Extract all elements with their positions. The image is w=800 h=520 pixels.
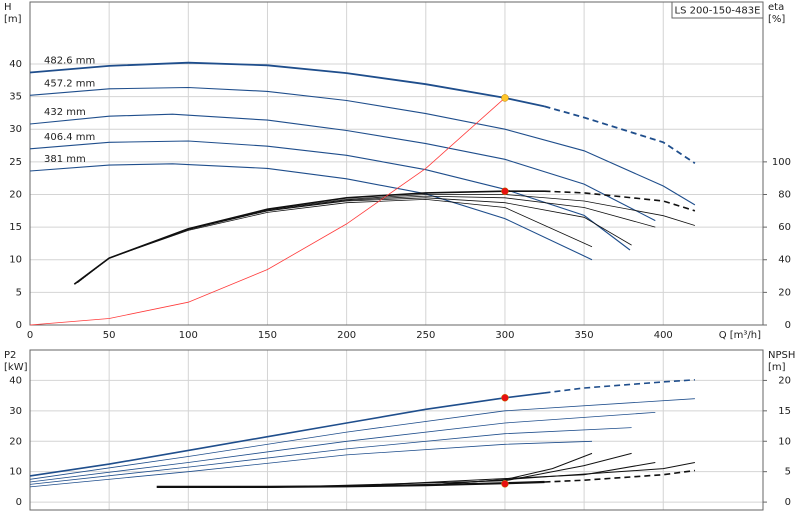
x-tick-label: 50 — [103, 330, 116, 341]
x-tick-label: 350 — [575, 330, 594, 341]
curve — [29, 140, 631, 251]
y-tick-label: 30 — [9, 406, 22, 417]
y2-axis-label: [m] — [768, 362, 786, 373]
operating-point — [501, 394, 509, 402]
y2-tick-label: 20 — [778, 375, 791, 386]
operating-point — [501, 480, 509, 488]
curve-label: 432 mm — [44, 107, 86, 118]
curve — [29, 440, 593, 488]
curve — [29, 61, 545, 108]
y-tick-label: 40 — [9, 375, 22, 386]
x-tick-label: 200 — [337, 330, 356, 341]
plot-frame — [29, 349, 764, 511]
curve — [29, 97, 506, 326]
y-tick-label: 20 — [9, 189, 22, 200]
curve-label: 406.4 mm — [44, 132, 95, 143]
y-axis-label: H — [4, 2, 12, 13]
operating-point — [501, 187, 509, 195]
curve — [77, 195, 656, 283]
y2-axis-label: NPSH — [768, 350, 795, 361]
curve — [425, 462, 695, 486]
curve — [544, 469, 696, 483]
x-tick-label: 0 — [27, 330, 33, 341]
y-tick-label: 10 — [9, 255, 22, 266]
x-tick-label: 150 — [258, 330, 277, 341]
y-axis-label: [kW] — [4, 362, 28, 373]
curve — [29, 113, 656, 222]
curve — [29, 412, 656, 483]
x-tick-label: 400 — [654, 330, 673, 341]
curve — [29, 392, 545, 477]
curve — [29, 163, 593, 261]
chart-title: LS 200-150-483E — [675, 6, 761, 17]
curve — [29, 86, 696, 206]
y2-tick-label: 60 — [778, 222, 791, 233]
y2-tick-label: 20 — [778, 287, 791, 298]
title-box — [671, 1, 764, 19]
x-tick-label: 100 — [179, 330, 198, 341]
y-tick-label: 30 — [9, 124, 22, 135]
plot-frame — [29, 1, 764, 326]
curve — [267, 452, 632, 488]
y2-tick-label: 0 — [785, 497, 791, 508]
y2-tick-label: 100 — [772, 157, 791, 168]
y2-axis-label: [%] — [768, 14, 785, 25]
y-tick-label: 10 — [9, 467, 22, 478]
y2-tick-label: 10 — [778, 436, 791, 447]
x-tick-label: 300 — [495, 330, 514, 341]
curve — [77, 198, 593, 283]
curve — [544, 190, 696, 212]
y2-axis-label: eta — [768, 2, 784, 13]
y-tick-label: 25 — [9, 157, 22, 168]
curve — [77, 194, 696, 283]
y2-tick-label: 40 — [778, 255, 791, 266]
y-tick-label: 0 — [16, 320, 22, 331]
y2-tick-label: 0 — [785, 320, 791, 331]
y-tick-label: 20 — [9, 436, 22, 447]
curve — [346, 462, 656, 487]
curve — [29, 398, 695, 480]
y-axis-label: P2 — [4, 350, 16, 361]
y-tick-label: 35 — [9, 92, 22, 103]
y-tick-label: 0 — [16, 497, 22, 508]
y2-tick-label: 5 — [785, 467, 791, 478]
y-axis-label: [m] — [4, 14, 22, 25]
y-tick-label: 40 — [9, 59, 22, 70]
curve — [29, 427, 632, 485]
curve — [544, 379, 695, 394]
operating-point — [501, 94, 509, 102]
y-tick-label: 15 — [9, 222, 22, 233]
y2-tick-label: 15 — [778, 406, 791, 417]
x-axis-label: Q [m³/h] — [719, 330, 761, 341]
y-tick-label: 5 — [16, 287, 22, 298]
y2-tick-label: 80 — [778, 189, 791, 200]
curve-label: 457.2 mm — [44, 78, 95, 89]
curve — [544, 105, 696, 164]
x-tick-label: 250 — [416, 330, 435, 341]
curve-label: 482.6 mm — [44, 55, 95, 66]
curve-label: 381 mm — [44, 154, 86, 165]
